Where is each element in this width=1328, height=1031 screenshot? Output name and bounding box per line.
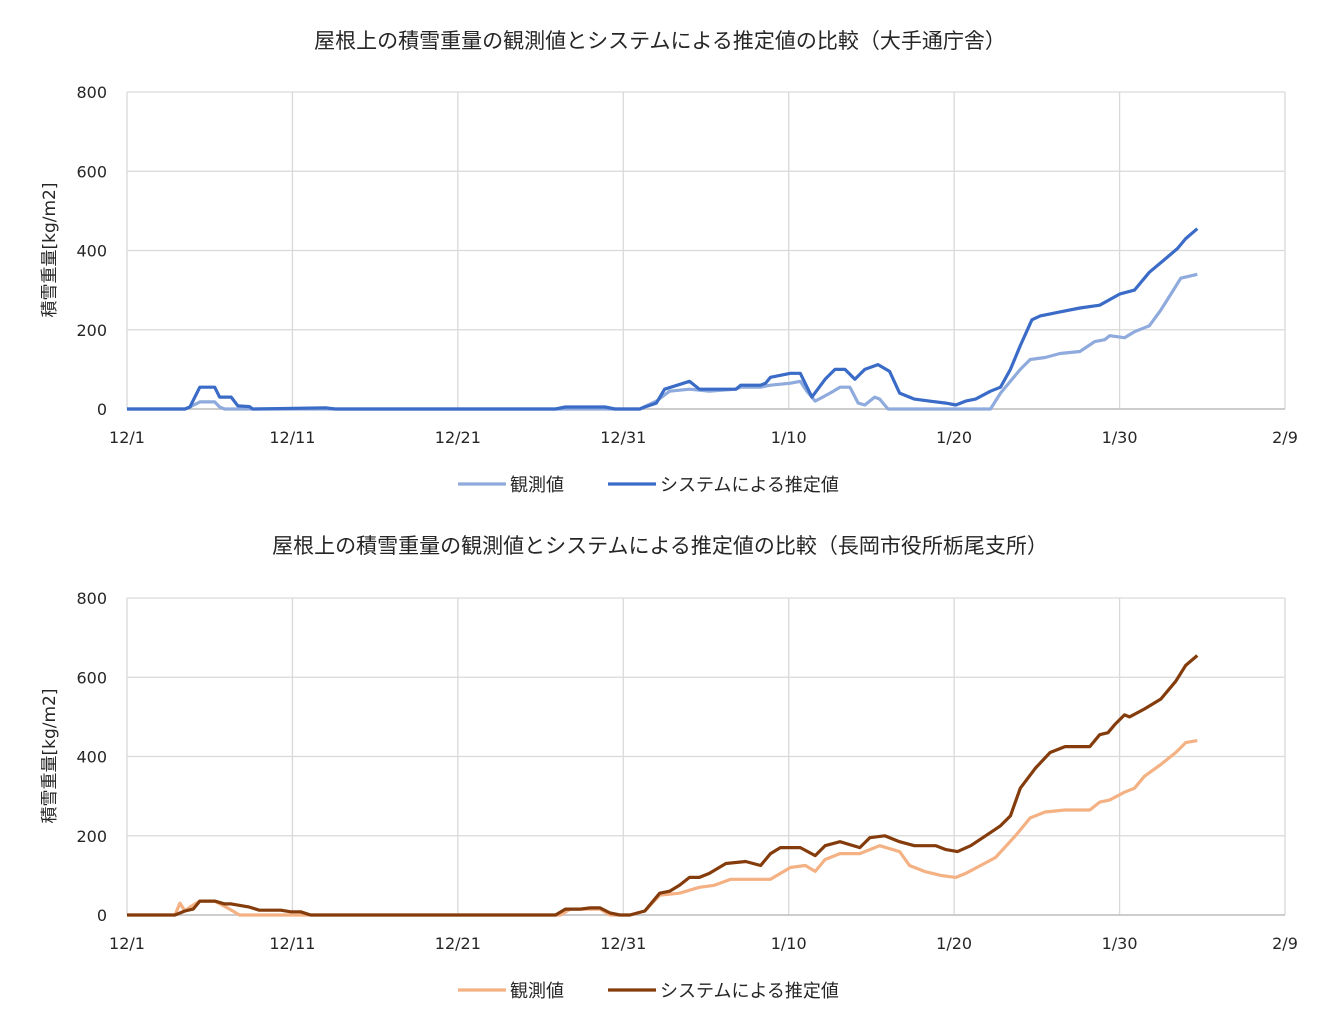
chart-title: 屋根上の積雪重量の観測値とシステムによる推定値の比較（大手通庁舎） [314, 29, 1006, 53]
legend-label: システムによる推定値 [660, 981, 839, 1002]
x-tick-label: 1/10 [771, 428, 807, 447]
y-tick-label: 600 [76, 668, 107, 687]
x-tick-label: 12/11 [269, 428, 315, 447]
y-tick-label: 0 [97, 400, 107, 419]
x-tick-label: 12/11 [269, 934, 315, 953]
y-axis-label: 積雪重量[kg/m2] [40, 182, 60, 317]
series-line-estimated [127, 227, 1199, 411]
x-tick-label: 2/9 [1272, 428, 1298, 447]
x-tick-label: 1/20 [936, 428, 972, 447]
x-tick-label: 1/30 [1102, 428, 1138, 447]
x-tick-label: 12/21 [435, 934, 481, 953]
x-tick-label: 12/1 [109, 428, 145, 447]
x-tick-label: 1/20 [936, 934, 972, 953]
y-tick-label: 400 [76, 748, 107, 767]
x-tick-label: 12/31 [600, 934, 646, 953]
chart-title: 屋根上の積雪重量の観測値とシステムによる推定値の比較（長岡市役所栃尾支所） [272, 534, 1048, 558]
chart-1: 屋根上の積雪重量の観測値とシステムによる推定値の比較（大手通庁舎） 積雪重量[k… [40, 29, 1298, 496]
y-tick-label: 400 [76, 242, 107, 261]
series-line-observed [127, 272, 1198, 411]
y-tick-label: 600 [76, 162, 107, 181]
legend-label: 観測値 [510, 981, 564, 1002]
y-tick-label: 200 [76, 321, 107, 340]
series-line-observed [127, 739, 1198, 917]
legend-label: 観測値 [510, 475, 564, 496]
series-line-estimated [127, 654, 1199, 917]
y-tick-label: 0 [97, 906, 107, 925]
y-tick-label: 200 [76, 827, 107, 846]
x-tick-label: 2/9 [1272, 934, 1298, 953]
x-tick-label: 1/10 [771, 934, 807, 953]
x-tick-label: 1/30 [1102, 934, 1138, 953]
x-tick-label: 12/31 [600, 428, 646, 447]
y-tick-label: 800 [76, 83, 107, 102]
y-tick-label: 800 [76, 589, 107, 608]
y-axis-label: 積雪重量[kg/m2] [40, 688, 60, 823]
x-tick-label: 12/1 [109, 934, 145, 953]
legend-label: システムによる推定値 [660, 475, 839, 496]
chart-2: 屋根上の積雪重量の観測値とシステムによる推定値の比較（長岡市役所栃尾支所） 積雪… [40, 534, 1298, 1002]
x-tick-label: 12/21 [435, 428, 481, 447]
